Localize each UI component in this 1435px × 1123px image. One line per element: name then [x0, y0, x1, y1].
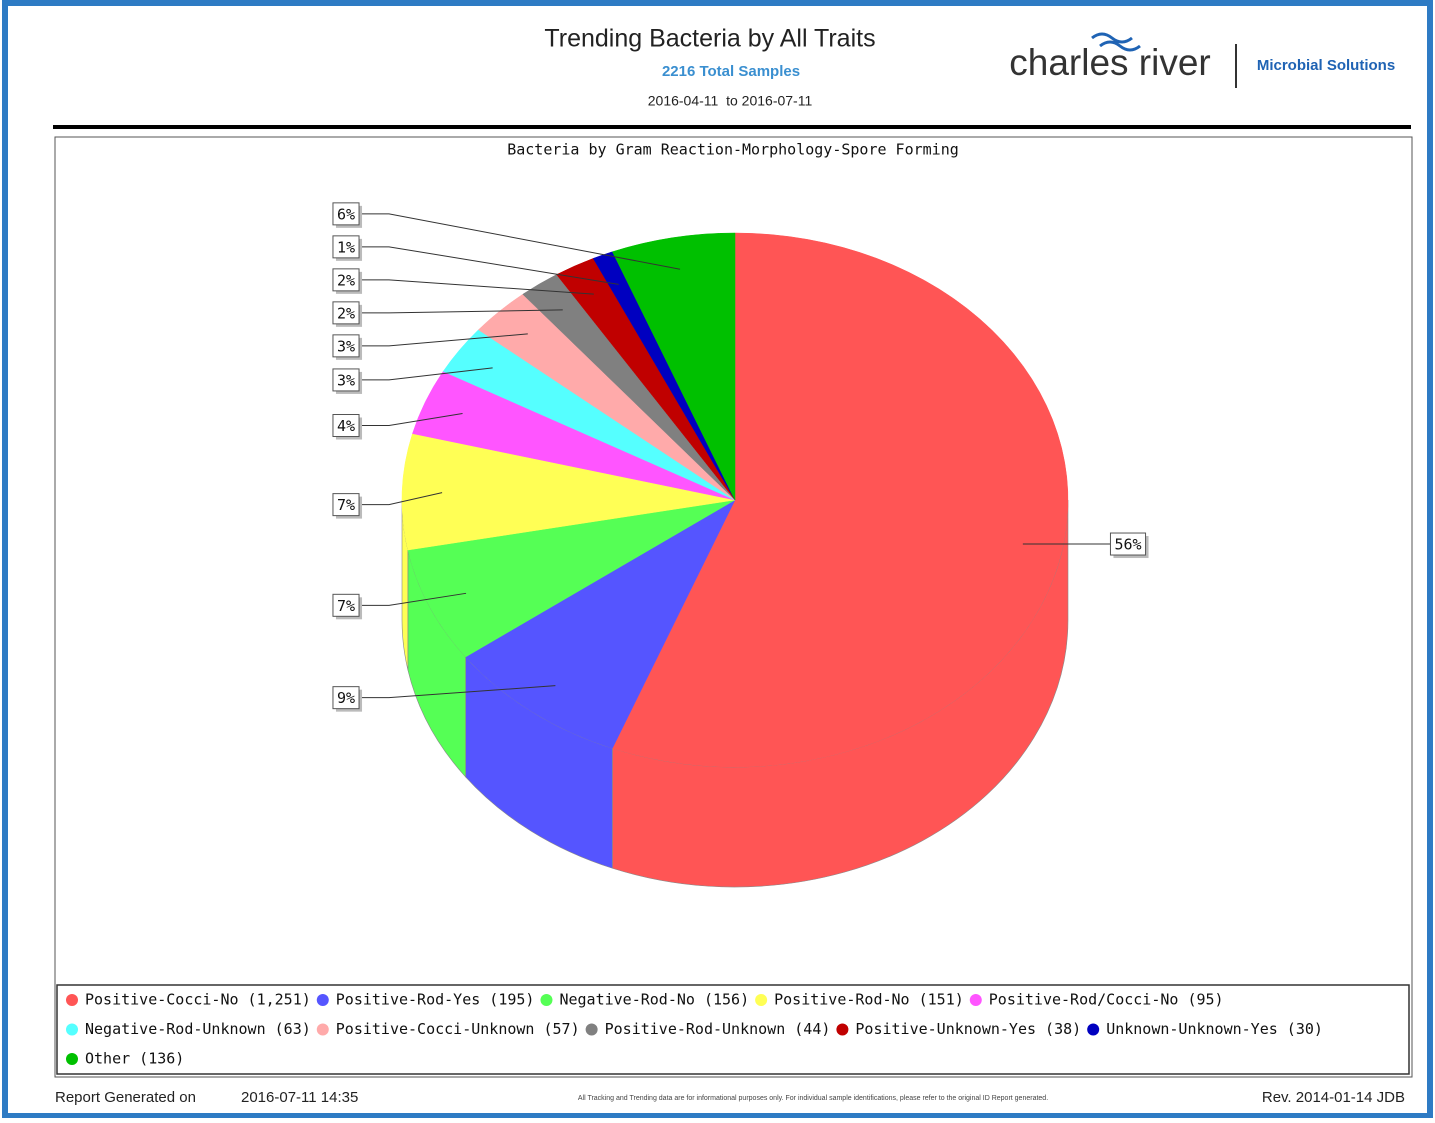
legend-label: Positive-Cocci-Unknown (57)	[336, 1020, 580, 1038]
legend-marker	[316, 994, 329, 1006]
logo-swoosh	[1091, 32, 1141, 52]
legend-label: Negative-Rod-No (156)	[559, 991, 749, 1009]
legend-label: Positive-Rod/Cocci-No (95)	[989, 991, 1224, 1009]
slice-label: 3%	[337, 371, 355, 389]
logo-brand: charles river	[1009, 42, 1211, 83]
leader-line	[359, 279, 594, 295]
pie: 56% 9% 7% 7% 4% 3% 3% 2% 2% 1% 6%	[332, 202, 1149, 888]
legend-marker	[836, 1023, 849, 1036]
report-subtitle: 2216 Total Samples	[662, 63, 800, 80]
leader-line	[359, 592, 467, 606]
generated-label: Report Generated on	[55, 1089, 196, 1106]
slice-label: 3%	[337, 337, 355, 355]
legend-label: Positive-Unknown-Yes (38)	[855, 1020, 1081, 1038]
leader-line	[359, 367, 493, 381]
label-box	[332, 268, 360, 292]
legend: Positive-Cocci-No (1,251) Positive-Rod-Ye…	[66, 991, 1323, 1068]
label-box	[332, 301, 360, 325]
leader-line	[359, 685, 556, 699]
report-title: Trending Bacteria by All Traits	[544, 25, 875, 53]
legend-label: Other (136)	[85, 1050, 184, 1068]
slice-label: 4%	[337, 417, 355, 435]
revision: Rev. 2014-01-14 JDB	[1262, 1089, 1405, 1106]
legend-marker	[540, 994, 553, 1006]
chart-title: Bacteria by Gram Reaction-Morphology-Spo…	[507, 141, 959, 159]
slice-label: 1%	[337, 238, 355, 256]
label-box	[332, 414, 360, 438]
legend-label: Positive-Rod-No (151)	[774, 991, 964, 1009]
legend-label: Negative-Rod-Unknown (63)	[85, 1020, 311, 1038]
pie-slice	[465, 499, 736, 749]
legend-marker	[66, 1053, 78, 1065]
legend-label: Unknown-Unknown-Yes (30)	[1106, 1020, 1323, 1038]
leader-line	[359, 246, 619, 285]
legend-frame	[56, 984, 1410, 1075]
label-box	[1109, 532, 1147, 556]
legend-marker	[66, 994, 78, 1006]
generated-date: 2016-07-11 14:35	[241, 1089, 358, 1106]
slice-label: 2%	[337, 304, 355, 322]
slice-label: 7%	[337, 597, 355, 615]
leader-line	[359, 492, 443, 506]
label-box	[332, 368, 360, 392]
slice-label: 56%	[1114, 536, 1141, 554]
slice-label: 6%	[337, 205, 355, 223]
leader-line	[359, 309, 563, 314]
legend-label: Positive-Cocci-No (1,251)	[85, 991, 311, 1009]
pie-slice	[612, 232, 736, 501]
label-box	[332, 202, 360, 226]
leader-line	[359, 213, 681, 270]
legend-label: Positive-Rod-Unknown (44)	[605, 1020, 831, 1038]
slice-label: 2%	[337, 271, 355, 289]
legend-marker	[585, 1023, 598, 1036]
pie-slice	[401, 433, 736, 551]
legend-marker	[969, 994, 982, 1006]
disclaimer: All Tracking and Trending data are for i…	[578, 1095, 1048, 1102]
label-box	[332, 334, 360, 358]
legend-marker	[316, 1023, 329, 1036]
legend-marker	[755, 994, 768, 1006]
slice-label: 7%	[337, 496, 355, 514]
legend-label: Positive-Rod-Yes (195)	[336, 991, 535, 1009]
leader-line	[359, 333, 528, 347]
label-box	[332, 686, 360, 710]
label-box	[332, 593, 360, 617]
label-box	[332, 493, 360, 517]
date-range: 2016-04-11 to 2016-07-11	[648, 93, 813, 109]
legend-marker	[1087, 1023, 1100, 1036]
pie-slice	[407, 499, 736, 658]
label-box	[332, 235, 360, 259]
logo-division: Microbial Solutions	[1257, 57, 1395, 74]
legend-marker	[66, 1023, 78, 1036]
leader-line	[359, 413, 463, 427]
pie-slice	[612, 232, 1069, 768]
slice-label: 9%	[337, 689, 355, 707]
